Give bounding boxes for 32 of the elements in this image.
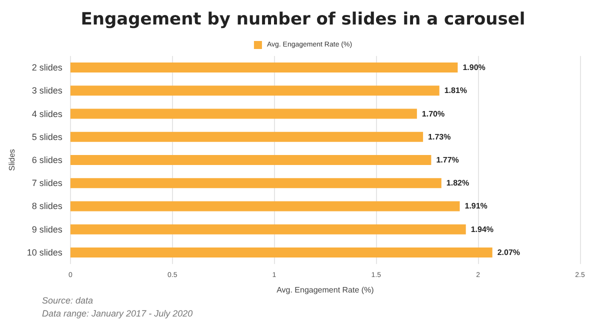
y-tick-label: 4 slides: [32, 108, 63, 119]
y-tick-label: 8 slides: [32, 201, 63, 212]
data-label: 1.82%: [446, 178, 470, 188]
data-label: 1.73%: [428, 132, 451, 142]
y-tick-label: 9 slides: [32, 224, 63, 234]
bar: [70, 62, 458, 73]
data-label: 1.77%: [436, 156, 459, 164]
y-tick-label: 5 slides: [32, 132, 63, 142]
y-tick-label: 2 slides: [32, 62, 63, 73]
y-tick-label: 6 slides: [32, 155, 63, 165]
text: Data range: January 2017 - July 2020: [42, 308, 193, 318]
y-axis-title: Slides: [8, 149, 16, 171]
data-label: 1.81%: [444, 86, 468, 96]
bar: [70, 247, 492, 258]
x-axis-title: Avg. Engagement Rate (%): [276, 286, 374, 294]
y-tick-label: 7 slides: [32, 178, 63, 188]
data-label: 1.91%: [464, 202, 488, 211]
bar: [70, 224, 466, 234]
y-tick-label: 10 slides: [26, 247, 63, 258]
bar: [70, 178, 442, 188]
data-label: 1.70%: [422, 109, 445, 118]
bar: [70, 86, 440, 96]
data-label: 2.07%: [497, 248, 520, 257]
y-tick-label: 3 slides: [32, 86, 63, 96]
bar: [70, 155, 432, 165]
data-label: 1.94%: [470, 224, 494, 234]
data-label: 1.90%: [462, 63, 486, 72]
source-note: Source: data: [42, 296, 94, 306]
bar: [70, 132, 424, 142]
chart-title: Engagement by number of slides in a carousel: [80, 10, 526, 30]
bar: [70, 108, 417, 119]
bar: [70, 201, 460, 212]
